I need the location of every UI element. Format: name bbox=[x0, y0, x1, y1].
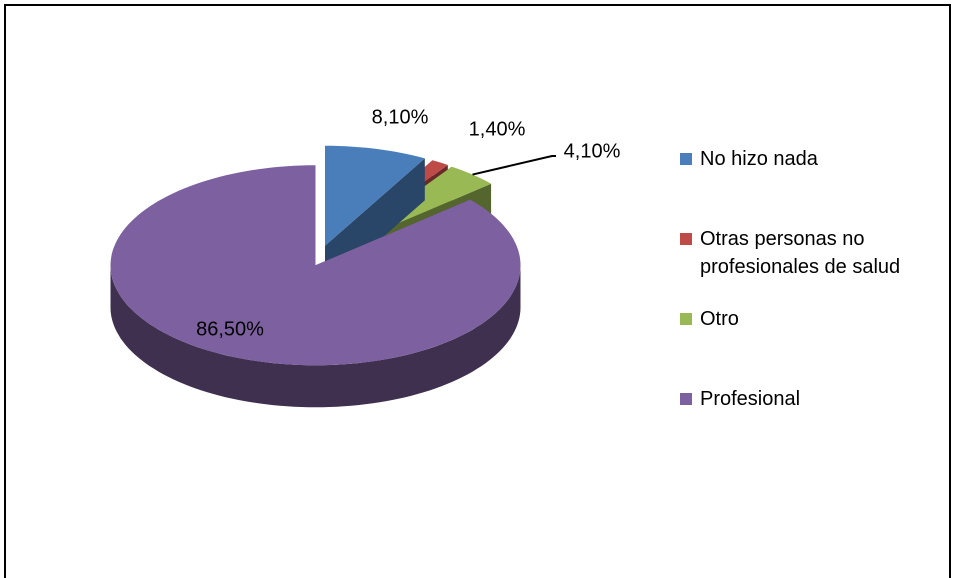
legend-swatch bbox=[680, 313, 692, 325]
legend-label: Otras personas no profesionales de salud bbox=[700, 228, 901, 278]
legend-label: Profesional bbox=[700, 388, 801, 410]
slice bbox=[110, 165, 521, 408]
legend-entry: Otro bbox=[680, 305, 950, 333]
legend-swatch bbox=[680, 153, 692, 165]
legend-label: No hizo nada bbox=[700, 148, 818, 170]
legend-swatch bbox=[680, 233, 692, 245]
data-label: 1,40% bbox=[469, 118, 526, 140]
data-label: 4,10% bbox=[564, 140, 621, 162]
slice-top bbox=[325, 145, 425, 246]
legend-entry: No hizo nada bbox=[680, 145, 950, 173]
legend-entry: Otras personas no profesionales de salud bbox=[680, 225, 950, 281]
data-label: 86,50% bbox=[196, 318, 264, 340]
slice-side bbox=[110, 265, 521, 408]
frame bbox=[4, 4, 951, 578]
legend-swatch bbox=[680, 393, 692, 405]
leader-line bbox=[472, 155, 556, 176]
slice-top bbox=[110, 165, 521, 366]
legend-entry: Profesional bbox=[680, 385, 950, 413]
legend-label: Otro bbox=[700, 308, 739, 330]
data-label: 8,10% bbox=[372, 106, 429, 128]
